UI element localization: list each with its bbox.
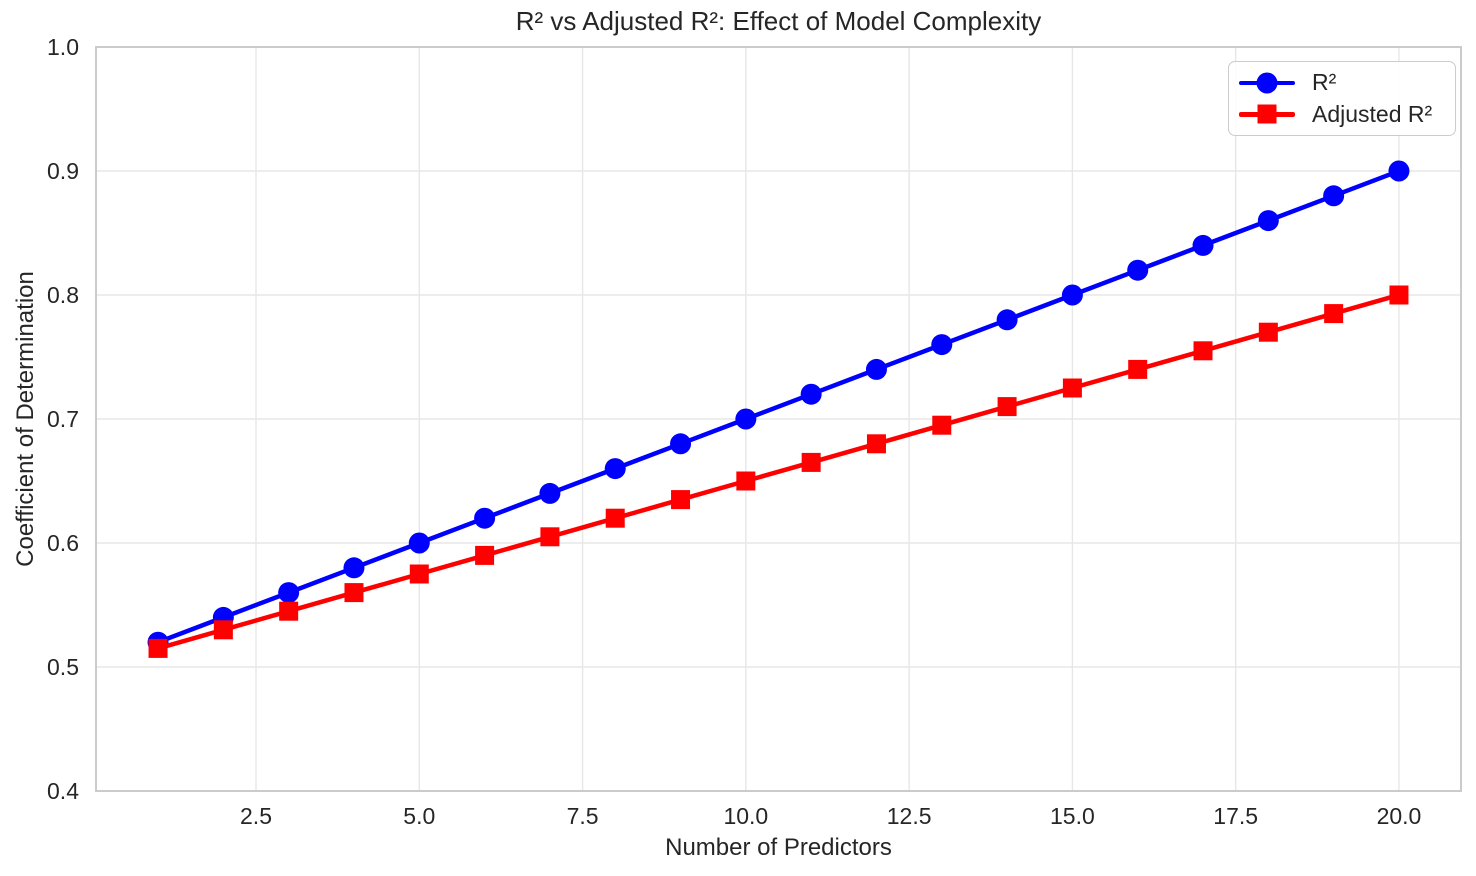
plot-frame: [95, 46, 1462, 792]
series-marker: [408, 532, 430, 554]
y-axis-label: Coefficient of Determination: [12, 271, 39, 567]
square-marker-icon: [1257, 104, 1277, 124]
series-marker: [1323, 185, 1345, 207]
series-marker: [213, 620, 233, 640]
series-marker: [1127, 259, 1149, 281]
series-marker: [865, 358, 887, 380]
y-tick-label: 0.6: [47, 530, 79, 556]
series-marker: [474, 507, 496, 529]
legend: R² Adjusted R²: [1228, 61, 1456, 136]
series-marker: [409, 564, 429, 584]
y-tick-label: 0.4: [47, 778, 79, 804]
x-tick-label: 7.5: [567, 803, 599, 829]
series-marker: [931, 334, 953, 356]
series-marker: [279, 601, 299, 621]
series-1: [148, 285, 1409, 658]
series-marker: [866, 434, 886, 454]
y-tick-label: 0.8: [47, 282, 79, 308]
legend-item-adjusted-r2: Adjusted R²: [1239, 101, 1455, 128]
tick-labels: 2.5 5.0 7.5 10.0 12.5 15.0 17.5 20.0 0.4 0.5 0.6 0.…: [47, 34, 1421, 829]
y-tick-label: 0.5: [47, 654, 79, 680]
y-tick-label: 0.7: [47, 406, 79, 432]
series-marker: [1192, 234, 1214, 256]
series-marker: [539, 482, 561, 504]
x-tick-label: 17.5: [1213, 803, 1258, 829]
series-marker: [278, 582, 300, 604]
circle-marker-icon: [1256, 72, 1278, 94]
series-marker: [801, 452, 821, 472]
series-marker: [475, 545, 495, 565]
data-series: [147, 160, 1410, 658]
legend-item-r2: R²: [1239, 69, 1455, 96]
series-marker: [1062, 378, 1082, 398]
series-marker: [671, 490, 691, 510]
x-tick-label: 15.0: [1050, 803, 1095, 829]
series-marker: [670, 433, 692, 455]
x-tick-label: 5.0: [403, 803, 435, 829]
series-marker: [1388, 160, 1410, 182]
x-tick-label: 2.5: [240, 803, 272, 829]
series-marker: [1389, 285, 1409, 305]
legend-label-adjusted-r2: Adjusted R²: [1312, 100, 1433, 127]
series-marker: [1061, 284, 1083, 306]
series-marker: [735, 408, 757, 430]
x-tick-label: 20.0: [1377, 803, 1422, 829]
series-marker: [605, 508, 625, 528]
series-marker: [997, 397, 1017, 417]
gridlines: [96, 46, 1461, 792]
x-tick-label: 12.5: [887, 803, 932, 829]
series-marker: [1128, 359, 1148, 379]
series-marker: [800, 383, 822, 405]
series-marker: [736, 471, 756, 491]
legend-label-r2: R²: [1312, 69, 1337, 96]
series-marker: [1193, 341, 1213, 361]
axes-frame: [95, 46, 1462, 792]
series-marker: [1324, 304, 1344, 324]
series-line: [157, 168, 1400, 645]
y-tick-label: 0.9: [47, 158, 79, 184]
legend-swatch-r2-line-circle-icon: [1239, 71, 1295, 95]
legend-swatch-adjusted-r2-line-square-icon: [1239, 102, 1295, 126]
series-marker: [1257, 210, 1279, 232]
series-marker: [604, 458, 626, 480]
series-marker: [540, 527, 560, 547]
series-marker: [344, 583, 364, 603]
series-marker: [148, 638, 168, 658]
x-axis-label: Number of Predictors: [665, 834, 892, 861]
series-marker: [343, 557, 365, 579]
series-marker: [996, 309, 1018, 331]
chart-title: R² vs Adjusted R²: Effect of Model Compl…: [515, 6, 1042, 36]
series-0: [147, 160, 1410, 653]
x-tick-label: 10.0: [723, 803, 768, 829]
y-tick-label: 1.0: [47, 34, 79, 60]
series-line: [157, 292, 1400, 651]
series-marker: [1258, 322, 1278, 342]
series-marker: [932, 415, 952, 435]
